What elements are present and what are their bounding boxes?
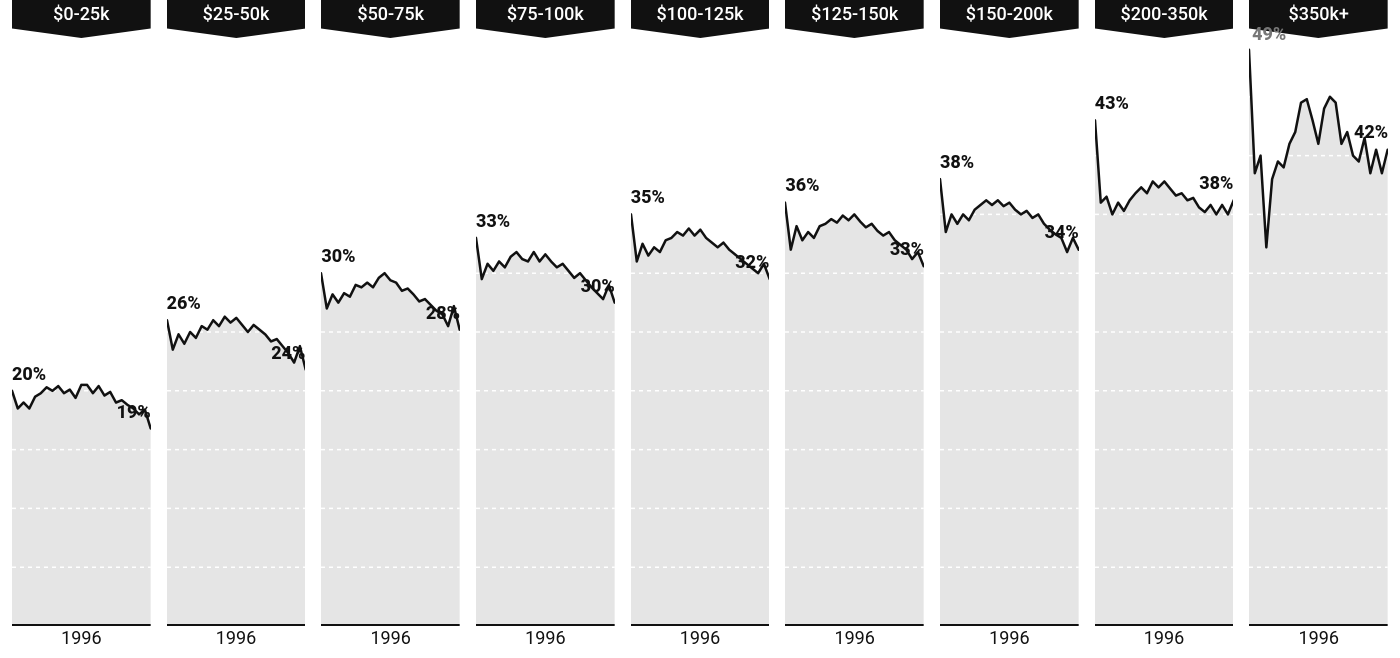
panel-xaxis-label: 1996	[476, 626, 615, 658]
panel-xaxis-label: 1996	[12, 626, 151, 658]
panel: $125-150k 36% 33% 1996	[777, 0, 932, 658]
panel: $50-75k 30% 28% 1996	[313, 0, 468, 658]
extra-value-label: 49%	[1252, 24, 1286, 45]
panel-chart: 30% 28%	[321, 38, 460, 626]
panel: $350k+42%49%1996	[1241, 0, 1396, 658]
start-value-label: 35%	[631, 187, 665, 208]
panel: $0-25k 20% 19% 1996	[4, 0, 159, 658]
panel-xaxis-label: 1996	[1249, 626, 1388, 658]
panel-banner-label: $200-350k	[1095, 0, 1234, 30]
panel-banner-label: $50-75k	[321, 0, 460, 30]
panel-chart: 33% 30%	[476, 38, 615, 626]
end-value-label: 38%	[1199, 173, 1233, 194]
panel-xaxis-label: 1996	[1095, 626, 1234, 658]
panel-banner-label: $25-50k	[167, 0, 306, 30]
panel-chart: 36% 33%	[785, 38, 924, 626]
panel-banner-label: $125-150k	[785, 0, 924, 30]
panel-banner-label: $150-200k	[940, 0, 1079, 30]
panel-banner: $125-150k	[785, 0, 924, 38]
start-value-label: 36%	[785, 175, 819, 196]
panel-banner-label: $100-125k	[631, 0, 770, 30]
panel-banner-label: $0-25k	[12, 0, 151, 30]
end-value-label: 28%	[426, 303, 460, 324]
end-value-label: 32%	[735, 252, 769, 273]
panels-row: $0-25k20%19%1996$25-50k26%24%1996$50-75k…	[0, 0, 1400, 658]
panel-banner: $25-50k	[167, 0, 306, 38]
panel-chart: 26% 24%	[167, 38, 306, 626]
panel: $150-200k 38% 34% 1996	[932, 0, 1087, 658]
chart-wrap: $0-25k20%19%1996$25-50k26%24%1996$50-75k…	[0, 0, 1400, 658]
panel-xaxis-label: 1996	[167, 626, 306, 658]
panel-banner: $200-350k	[1095, 0, 1234, 38]
end-value-label: 34%	[1045, 222, 1079, 243]
panel: $75-100k 33% 30% 1996	[468, 0, 623, 658]
start-value-label: 30%	[321, 246, 355, 267]
start-value-label: 20%	[12, 364, 46, 385]
start-value-label: 38%	[940, 152, 974, 173]
panel-banner: $100-125k	[631, 0, 770, 38]
panel-banner: $50-75k	[321, 0, 460, 38]
start-value-label: 26%	[167, 293, 201, 314]
panel-banner-label: $75-100k	[476, 0, 615, 30]
end-value-label: 24%	[271, 343, 305, 364]
start-value-label: 33%	[476, 211, 510, 232]
panel-xaxis-label: 1996	[940, 626, 1079, 658]
end-value-label: 33%	[890, 239, 924, 260]
panel-banner: $75-100k	[476, 0, 615, 38]
panel-banner: $0-25k	[12, 0, 151, 38]
panel-banner: $150-200k	[940, 0, 1079, 38]
start-value-label: 43%	[1095, 93, 1129, 114]
panel-xaxis-label: 1996	[321, 626, 460, 658]
panel-chart: 20% 19%	[12, 38, 151, 626]
end-value-label: 30%	[581, 276, 615, 297]
panel: $200-350k 43% 38% 1996	[1087, 0, 1242, 658]
end-value-label: 19%	[117, 402, 151, 423]
start-value-label: 42%	[1354, 122, 1388, 143]
panel-chart: 35% 32%	[631, 38, 770, 626]
panel-xaxis-label: 1996	[785, 626, 924, 658]
panel-chart: 43% 38%	[1095, 38, 1234, 626]
panel: $25-50k 26% 24% 1996	[159, 0, 314, 658]
panel-chart: 38% 34%	[940, 38, 1079, 626]
panel: $100-125k 35% 32% 1996	[623, 0, 778, 658]
panel-xaxis-label: 1996	[631, 626, 770, 658]
panel-chart: 42%49%	[1249, 38, 1388, 626]
